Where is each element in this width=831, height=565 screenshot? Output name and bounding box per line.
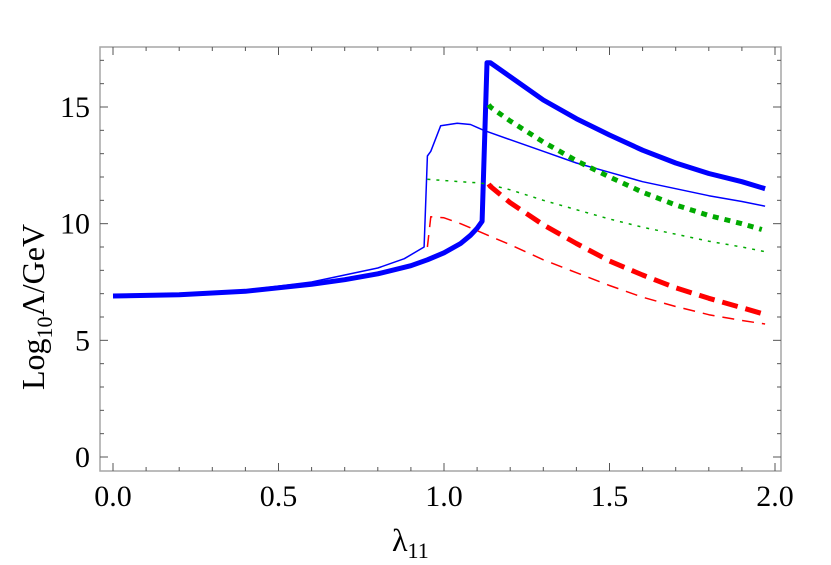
x-tick-labels: 0.0 0.5 1.0 1.5 2.0 — [94, 480, 794, 513]
thick-green-dotted-line — [486, 103, 763, 232]
y-tick-label: 15 — [60, 91, 90, 124]
x-tick-label: 0.5 — [260, 480, 298, 513]
x-tick-label: 2.0 — [756, 480, 794, 513]
thick-blue-solid-line — [112, 60, 766, 299]
plot-frame — [99, 46, 782, 472]
y-tick-label: 10 — [60, 208, 90, 241]
x-tick-label: 1.5 — [591, 480, 629, 513]
axis-ticks — [100, 47, 781, 471]
x-tick-label: 1.0 — [425, 480, 463, 513]
data-series — [112, 60, 766, 325]
thin-green-dotted-line — [427, 178, 766, 253]
y-tick-label: 5 — [75, 324, 90, 357]
thin-red-dashed-line — [426, 215, 766, 325]
y-tick-labels: 0 5 10 15 — [60, 91, 90, 474]
thin-blue-solid-line — [112, 122, 766, 297]
y-axis-label: Log10Λ/GeV — [15, 224, 57, 390]
thick-red-dashed-line — [486, 182, 763, 316]
x-tick-label: 0.0 — [94, 480, 132, 513]
x-axis-label: λ11 — [392, 522, 429, 563]
y-tick-label: 0 — [75, 441, 90, 474]
